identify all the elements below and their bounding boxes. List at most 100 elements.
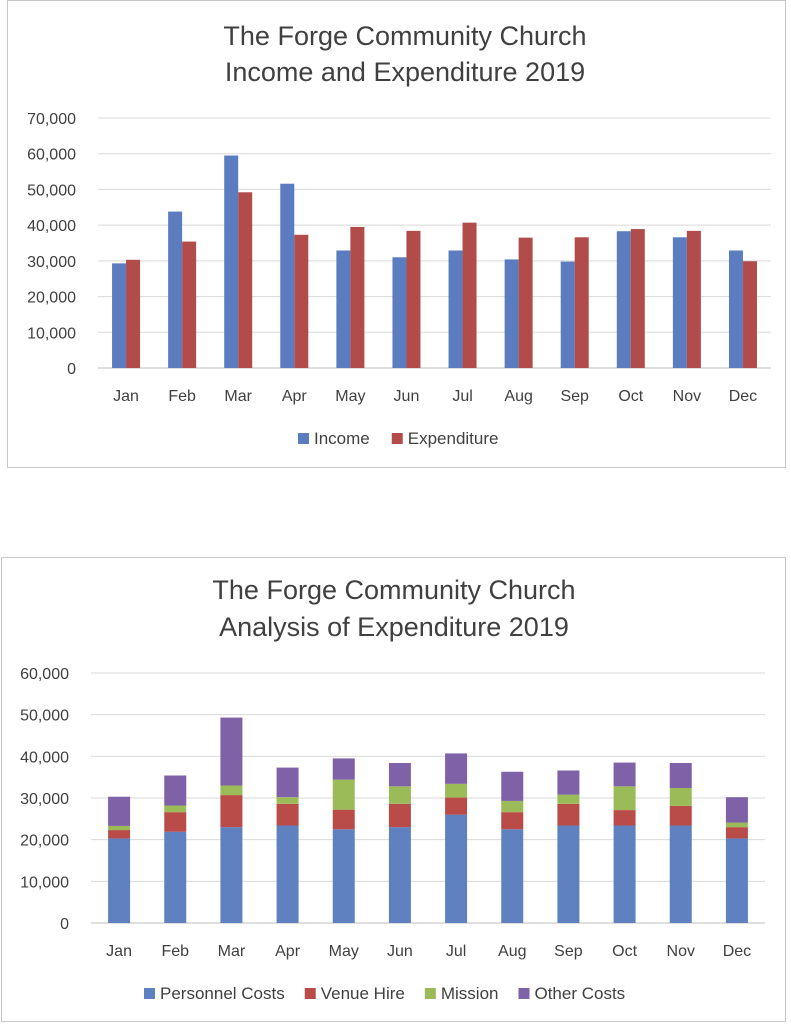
- chart2-y-tick-label: 10,000: [20, 874, 69, 891]
- chart2-legend-item: Other Costs: [518, 984, 625, 1003]
- chart1-bar-expenditure: [182, 241, 197, 368]
- chart2-segment-personnel-costs: [557, 825, 580, 923]
- chart2-legend-swatch: [424, 988, 436, 999]
- chart2-segment-personnel-costs: [725, 838, 748, 923]
- chart2-segment-personnel-costs: [669, 825, 692, 923]
- chart2-segment-mission: [108, 825, 131, 831]
- chart2-x-tick-label: Oct: [612, 943, 637, 960]
- chart2-segment-other-costs: [220, 717, 243, 786]
- chart1-bar-income: [168, 211, 183, 368]
- chart1-bar-expenditure: [574, 237, 589, 368]
- chart2-segment-mission: [725, 822, 748, 828]
- chart2-y-tick-label: 0: [60, 916, 69, 933]
- chart1-x-tick-label: Sep: [560, 388, 589, 405]
- chart1-bar-expenditure: [406, 230, 421, 368]
- chart1-bar-expenditure: [462, 222, 477, 368]
- chart1-bar-expenditure: [238, 192, 253, 368]
- chart2-legend-swatch: [144, 988, 155, 999]
- chart2-legend-label: Venue Hire: [321, 984, 405, 1003]
- chart1-y-tick-label: 40,000: [27, 218, 76, 235]
- chart2-segment-venue-hire: [613, 810, 636, 826]
- chart2-segment-other-costs: [613, 762, 636, 787]
- chart2-segment-venue-hire: [108, 830, 131, 839]
- chart1-y-tick-label: 60,000: [27, 147, 76, 164]
- chart2-x-tick-label: Jun: [387, 943, 413, 960]
- chart2-segment-mission: [164, 805, 187, 813]
- chart2-x-tick-label: Jan: [106, 943, 132, 960]
- chart1-y-tick-label: 70,000: [27, 111, 76, 128]
- chart2-segment-personnel-costs: [276, 825, 299, 923]
- chart2-x-tick-label: May: [329, 943, 359, 960]
- chart1-x-tick-label: Jun: [394, 388, 420, 405]
- chart2-legend-item: Personnel Costs: [144, 984, 285, 1003]
- expenditure-analysis-svg: The Forge Community Church Analysis of E…: [20, 575, 765, 1003]
- chart2-x-tick-label: Apr: [275, 943, 301, 960]
- chart1-legend-swatch: [391, 433, 403, 444]
- chart1-bar-expenditure: [294, 234, 309, 368]
- chart2-segment-venue-hire: [501, 812, 524, 830]
- chart2-y-tick-label: 40,000: [20, 749, 69, 766]
- chart2-x-tick-label: Jul: [446, 943, 466, 960]
- chart1-bar-income: [616, 231, 631, 368]
- chart1-legend-item: Expenditure: [391, 429, 499, 448]
- chart2-title-line2: Analysis of Expenditure 2019: [219, 612, 569, 642]
- chart2-segment-other-costs: [388, 763, 411, 787]
- chart2-segment-other-costs: [332, 758, 355, 780]
- chart2-x-tick-label: Feb: [161, 943, 189, 960]
- chart1-y-tick-label: 30,000: [27, 254, 76, 271]
- chart2-y-tick-label: 50,000: [20, 708, 69, 725]
- chart2-segment-mission: [388, 786, 411, 804]
- chart1-legend-label: Expenditure: [408, 429, 499, 448]
- chart1-x-tick-label: Apr: [282, 388, 308, 405]
- chart2-x-tick-label: Mar: [218, 943, 246, 960]
- chart2-x-tick-label: Sep: [554, 943, 583, 960]
- chart1-bar-income: [280, 183, 295, 368]
- chart1-legend-item: Income: [298, 429, 370, 448]
- chart2-legend-swatch: [518, 988, 530, 999]
- chart1-x-tick-label: Feb: [168, 388, 196, 405]
- chart2-legend-label: Mission: [441, 984, 499, 1003]
- chart1-x-tick-label: Dec: [729, 388, 757, 405]
- chart1-y-tick-label: 20,000: [27, 290, 76, 307]
- chart2-x-tick-label: Aug: [498, 943, 526, 960]
- chart2-segment-venue-hire: [557, 803, 580, 826]
- chart1-title-line1: The Forge Community Church: [223, 21, 586, 51]
- chart1-x-tick-label: Aug: [504, 388, 532, 405]
- chart1-bar-expenditure: [630, 229, 645, 368]
- chart1-bar-expenditure: [742, 261, 757, 368]
- chart2-legend-item: Venue Hire: [304, 984, 405, 1003]
- chart2-y-tick-label: 30,000: [20, 791, 69, 808]
- chart1-bar-income: [392, 257, 407, 368]
- chart2-segment-mission: [332, 779, 355, 810]
- chart1-bar-income: [336, 250, 351, 368]
- chart2-legend-label: Personnel Costs: [160, 984, 285, 1003]
- chart2-segment-personnel-costs: [332, 829, 355, 923]
- chart2-segment-other-costs: [725, 797, 748, 823]
- chart1-title-line2: Income and Expenditure 2019: [225, 57, 585, 87]
- chart1-legend-swatch: [298, 433, 309, 444]
- chart2-segment-personnel-costs: [445, 814, 468, 923]
- chart2-legend-item: Mission: [424, 984, 499, 1003]
- chart2-x-tick-label: Dec: [723, 943, 751, 960]
- chart2-segment-other-costs: [445, 753, 468, 784]
- chart2-legend-label: Other Costs: [534, 984, 625, 1003]
- chart1-x-tick-label: Nov: [673, 388, 701, 405]
- chart2-segment-venue-hire: [388, 803, 411, 828]
- chart2-segment-personnel-costs: [108, 838, 131, 923]
- chart2-segment-other-costs: [276, 767, 299, 798]
- income-expenditure-svg: The Forge Community Church Income and Ex…: [27, 21, 771, 448]
- chart2-segment-other-costs: [164, 775, 187, 806]
- chart1-bar-expenditure: [686, 230, 701, 368]
- chart1-y-tick-label: 50,000: [27, 182, 76, 199]
- chart2-segment-mission: [276, 797, 299, 804]
- chart2-segment-other-costs: [557, 770, 580, 795]
- chart1-y-tick-label: 0: [67, 361, 76, 378]
- chart2-segment-venue-hire: [725, 827, 748, 839]
- chart2-segment-mission: [220, 785, 243, 796]
- chart2-segment-personnel-costs: [613, 825, 636, 923]
- chart1-x-tick-label: Jan: [113, 388, 139, 405]
- chart1-bar-income: [448, 250, 463, 368]
- chart1-bar-expenditure: [126, 259, 141, 368]
- chart2-segment-mission: [669, 788, 692, 806]
- chart2-segment-other-costs: [108, 796, 131, 826]
